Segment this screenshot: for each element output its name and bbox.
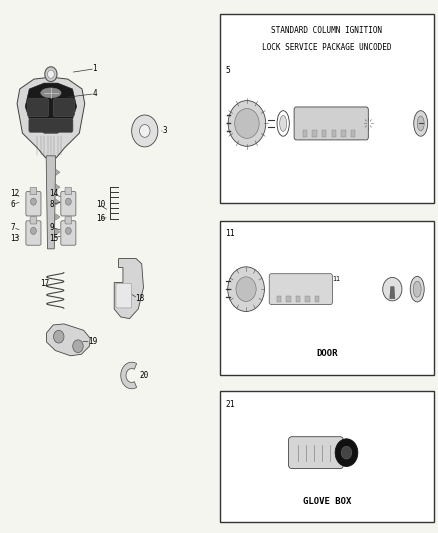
Circle shape xyxy=(335,439,358,466)
Circle shape xyxy=(65,228,71,235)
Circle shape xyxy=(31,228,36,235)
Bar xyxy=(305,295,310,302)
Text: 10: 10 xyxy=(96,200,105,209)
FancyBboxPatch shape xyxy=(116,284,132,308)
Bar xyxy=(312,130,317,138)
Circle shape xyxy=(47,70,54,78)
Bar xyxy=(296,295,300,302)
FancyBboxPatch shape xyxy=(30,187,37,195)
Bar xyxy=(322,130,326,138)
FancyBboxPatch shape xyxy=(288,437,343,469)
Circle shape xyxy=(132,115,158,147)
FancyBboxPatch shape xyxy=(30,216,37,224)
FancyBboxPatch shape xyxy=(61,191,76,216)
FancyBboxPatch shape xyxy=(53,99,74,117)
Polygon shape xyxy=(56,199,60,205)
Ellipse shape xyxy=(414,111,427,136)
Polygon shape xyxy=(56,229,60,235)
Text: 13: 13 xyxy=(11,234,20,243)
Ellipse shape xyxy=(413,281,421,297)
Polygon shape xyxy=(46,324,90,356)
Text: 17: 17 xyxy=(40,279,49,288)
Circle shape xyxy=(140,125,150,138)
Circle shape xyxy=(341,446,352,459)
Bar xyxy=(332,130,336,138)
Text: 21: 21 xyxy=(225,400,235,409)
Text: 19: 19 xyxy=(88,337,97,346)
Text: 5: 5 xyxy=(225,66,230,75)
Text: 11: 11 xyxy=(332,276,340,281)
Text: 18: 18 xyxy=(135,294,145,303)
Text: 11: 11 xyxy=(225,229,235,238)
Bar xyxy=(303,130,307,138)
Polygon shape xyxy=(121,362,137,389)
Polygon shape xyxy=(46,156,56,249)
Text: LOCK SERVICE PACKAGE UNCODED: LOCK SERVICE PACKAGE UNCODED xyxy=(262,44,392,52)
Text: 8: 8 xyxy=(49,200,54,209)
Polygon shape xyxy=(56,214,60,220)
Ellipse shape xyxy=(410,277,424,302)
FancyBboxPatch shape xyxy=(269,274,332,304)
Polygon shape xyxy=(17,77,85,158)
FancyBboxPatch shape xyxy=(65,187,72,195)
Circle shape xyxy=(65,198,71,205)
FancyBboxPatch shape xyxy=(26,221,41,245)
Text: 7: 7 xyxy=(11,223,15,232)
Text: 14: 14 xyxy=(49,189,59,198)
Polygon shape xyxy=(114,259,144,319)
Bar xyxy=(341,130,346,138)
Circle shape xyxy=(53,330,64,343)
Polygon shape xyxy=(25,83,77,133)
Text: 20: 20 xyxy=(140,371,149,380)
Bar xyxy=(220,221,434,375)
Text: 12: 12 xyxy=(11,189,20,198)
Text: GLOVE BOX: GLOVE BOX xyxy=(303,497,351,506)
Polygon shape xyxy=(390,287,395,298)
Text: 15: 15 xyxy=(49,234,59,243)
Circle shape xyxy=(228,267,265,311)
Bar xyxy=(286,295,290,302)
Circle shape xyxy=(383,278,402,301)
Bar xyxy=(220,14,434,203)
FancyBboxPatch shape xyxy=(65,216,72,224)
Polygon shape xyxy=(56,169,60,175)
Text: 4: 4 xyxy=(92,89,97,98)
Text: 6: 6 xyxy=(11,200,15,209)
Bar xyxy=(315,295,319,302)
FancyBboxPatch shape xyxy=(29,118,73,132)
FancyBboxPatch shape xyxy=(28,99,49,117)
Bar xyxy=(351,130,355,138)
FancyBboxPatch shape xyxy=(61,221,76,245)
Circle shape xyxy=(235,109,259,139)
Circle shape xyxy=(228,101,266,146)
Polygon shape xyxy=(56,184,60,190)
Circle shape xyxy=(236,277,256,302)
Bar xyxy=(220,391,434,522)
Text: 3: 3 xyxy=(162,126,167,135)
Ellipse shape xyxy=(277,111,289,136)
Text: DOOR: DOOR xyxy=(316,349,338,358)
Ellipse shape xyxy=(417,116,424,131)
Text: 1: 1 xyxy=(92,64,97,73)
Ellipse shape xyxy=(41,88,61,98)
FancyBboxPatch shape xyxy=(26,191,41,216)
Circle shape xyxy=(31,198,36,205)
Text: 9: 9 xyxy=(49,223,54,232)
FancyBboxPatch shape xyxy=(294,107,368,140)
Ellipse shape xyxy=(280,116,287,132)
Circle shape xyxy=(73,340,83,353)
Text: STANDARD COLUMN IGNITION: STANDARD COLUMN IGNITION xyxy=(272,26,382,35)
Bar xyxy=(277,295,281,302)
Circle shape xyxy=(45,67,57,82)
Text: 16: 16 xyxy=(96,214,105,223)
